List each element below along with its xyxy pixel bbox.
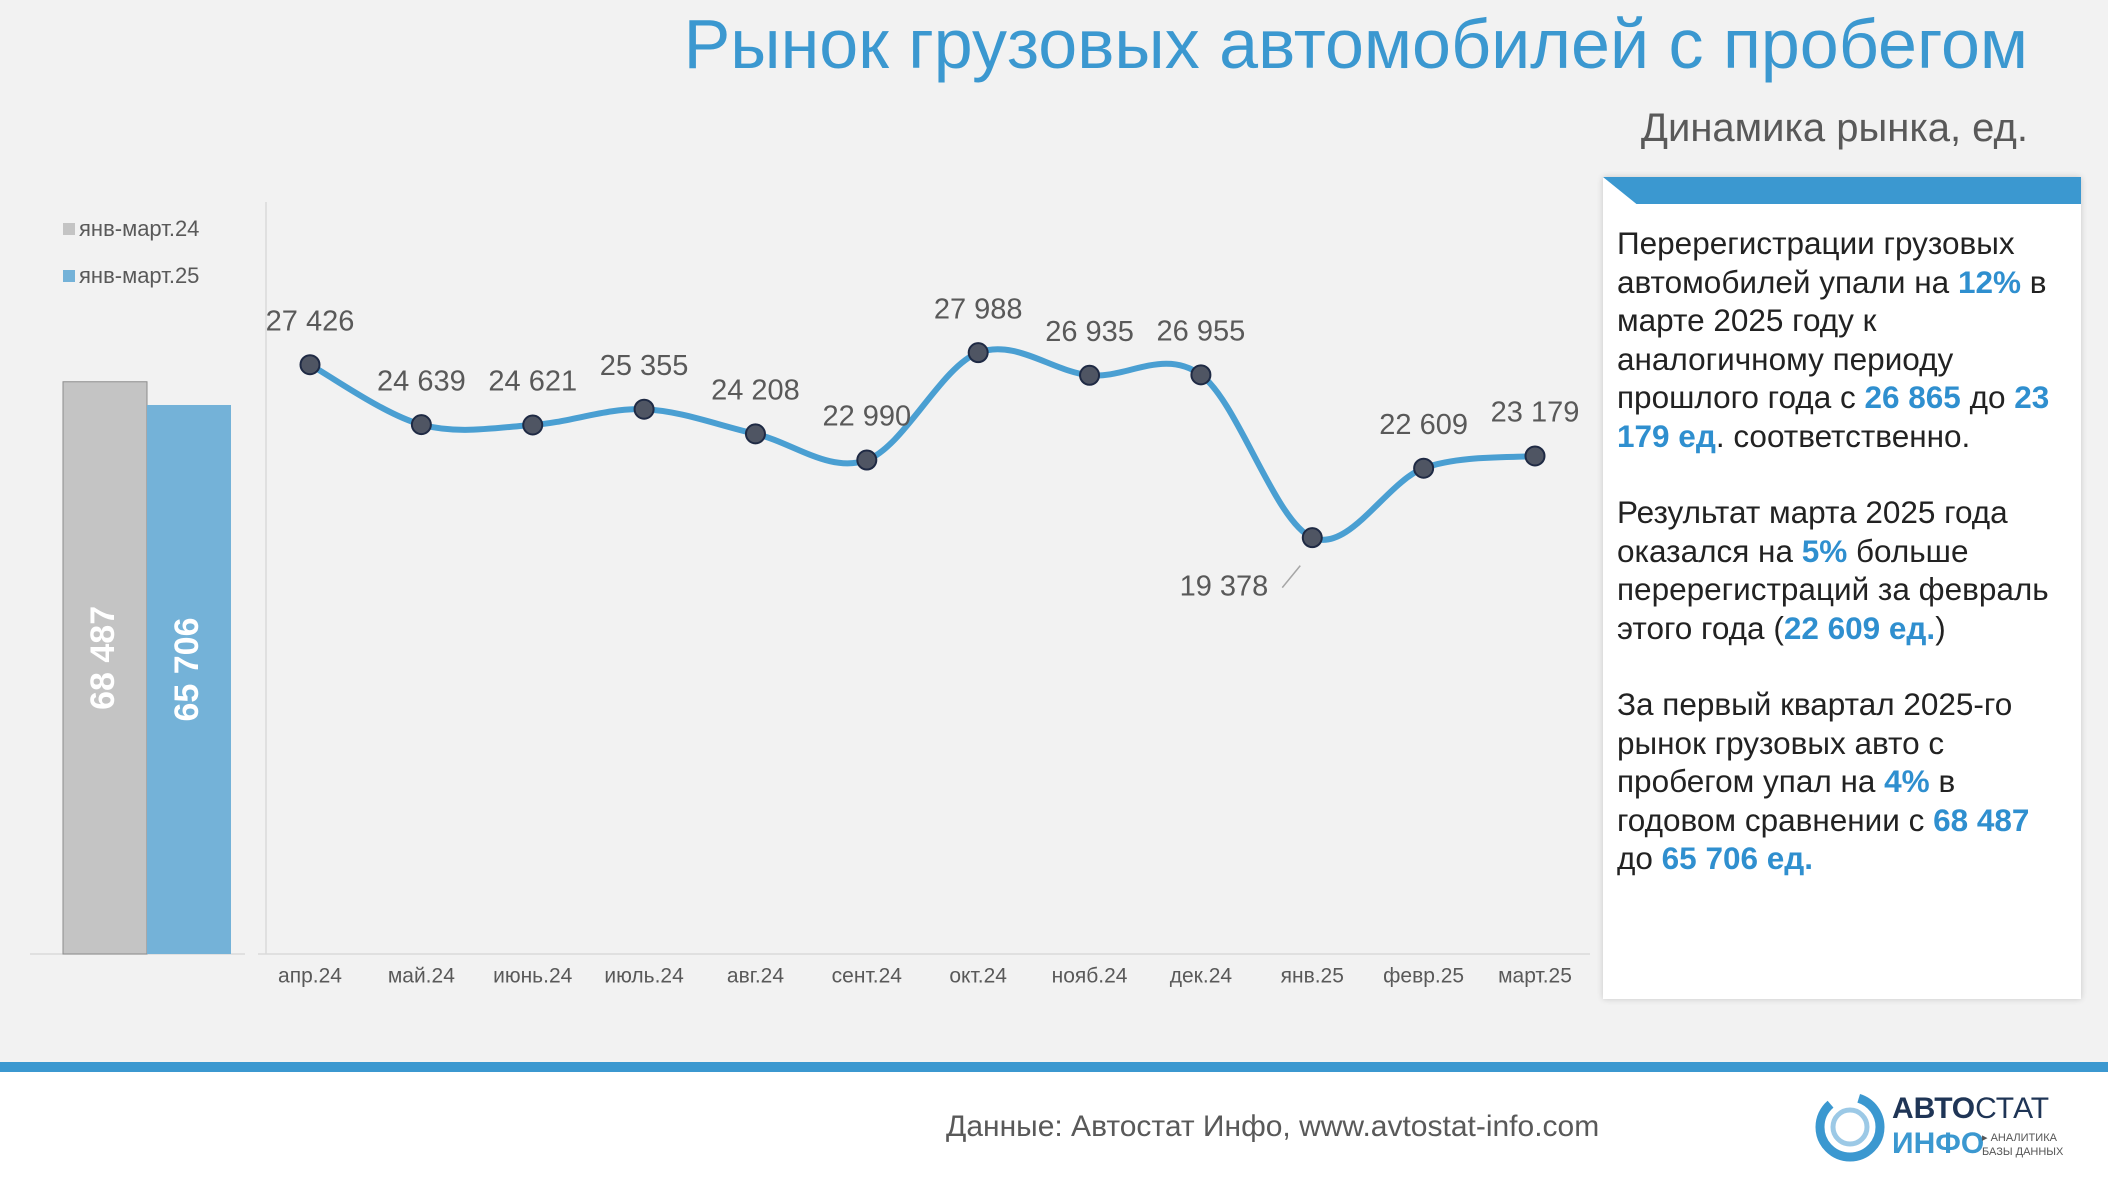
data-label: 24 208	[711, 375, 800, 407]
highlight-text: 22 609 ед.	[1783, 609, 1936, 646]
marker	[410, 414, 432, 436]
leader-line	[1281, 565, 1301, 589]
footer-band	[0, 1062, 2108, 1072]
logo: АВТОСТАТ ИНФО ▸ АНАЛИТИКА БАЗЫ ДАННЫХ	[1815, 1092, 2064, 1162]
title: Рынок грузовых автомобилей с пробегом	[683, 5, 2028, 83]
source: Данные: Автостат Инфо, www.avtostat-info…	[946, 1110, 1600, 1143]
data-label: 19 378	[1180, 570, 1269, 602]
text: . соответственно.	[1715, 417, 1971, 454]
marker	[1413, 457, 1435, 479]
bar	[147, 404, 231, 954]
text-box-body: Перерегистрации грузовых автомобилей упа…	[1603, 204, 2081, 878]
bar	[62, 381, 148, 955]
x-tick-label: февр.25	[1383, 965, 1464, 988]
x-tick-label: дек.24	[1170, 965, 1233, 988]
data-label: 26 935	[1045, 316, 1134, 348]
bar-value-label: 68 487	[84, 606, 122, 710]
x-tick-label: июль.24	[604, 965, 684, 988]
highlight-text: 68 487	[1933, 801, 2030, 838]
paragraph: Результат марта 2025 года оказался на 5%…	[1617, 493, 2067, 647]
subtitle: Динамика рынка, ед.	[1640, 106, 2028, 150]
highlight-text: 5%	[1801, 532, 1848, 569]
marker	[1079, 364, 1101, 386]
x-tick-label: апр.24	[278, 965, 342, 988]
legend-swatch	[63, 270, 75, 282]
x-tick-label: авг.24	[727, 965, 784, 988]
text-box-band	[1603, 177, 2081, 204]
x-tick-label: июнь.24	[493, 965, 573, 988]
text: в годовом сравнении с	[1617, 763, 1956, 838]
paragraph: За первый квартал 2025-го рынок грузовых…	[1617, 685, 2067, 878]
logo-mark	[1815, 1092, 1885, 1162]
x-tick-label: нояб.24	[1052, 965, 1128, 988]
text-box: Перерегистрации грузовых автомобилей упа…	[1603, 177, 2081, 999]
highlight-text: 23 179 ед	[1617, 379, 2050, 454]
marker	[1524, 445, 1546, 467]
logo-tagline: ▸ АНАЛИТИКА	[1982, 1132, 2058, 1144]
data-label: 22 990	[822, 401, 911, 433]
marker	[744, 423, 766, 445]
highlight-text: 4%	[1884, 763, 1930, 799]
chart: янв-март.24 68 487 янв-март.25 65 706 апр.24…	[30, 202, 1590, 988]
text: )	[1935, 609, 1946, 646]
marker	[1301, 527, 1323, 549]
highlight-text: 65 706 ед.	[1661, 840, 1814, 876]
paragraph: Перерегистрации грузовых автомобилей упа…	[1617, 224, 2067, 455]
legend-label: янв-март.25	[79, 263, 199, 288]
highlight-text: 12%	[1957, 263, 2021, 300]
marker	[1190, 364, 1212, 386]
marker	[299, 354, 321, 376]
bar-value-label: 65 706	[168, 617, 206, 721]
data-label: 22 609	[1379, 409, 1468, 441]
text: Результат марта 2025 года оказался на	[1617, 494, 2008, 569]
logo-text: ИНФО	[1892, 1127, 1984, 1160]
text: Перерегистрации грузовых автомобилей упа…	[1617, 225, 2015, 300]
logo-text: АВТОСТАТ	[1892, 1092, 2049, 1125]
x-tick-label: окт.24	[949, 965, 1007, 988]
x-tick-label: март.25	[1498, 965, 1572, 988]
data-label: 23 179	[1491, 397, 1580, 429]
marker	[967, 342, 989, 364]
text: За первый квартал 2025-го рынок грузовых…	[1617, 686, 2013, 799]
data-label: 24 621	[488, 366, 577, 398]
data-label: 26 955	[1157, 316, 1246, 348]
highlight-text: 26 865	[1864, 379, 1961, 415]
logo-tagline: БАЗЫ ДАННЫХ	[1982, 1146, 2064, 1158]
legend-swatch	[63, 223, 75, 235]
data-label: 25 355	[600, 350, 689, 382]
marker	[633, 398, 655, 420]
text: до	[1960, 379, 2015, 415]
data-label: 27 988	[934, 293, 1023, 325]
logo-mark	[1830, 1107, 1870, 1147]
x-tick-label: май.24	[388, 965, 455, 988]
marker	[522, 414, 544, 436]
data-label: 24 639	[377, 365, 466, 397]
text: до	[1617, 840, 1662, 876]
data-label: 27 426	[266, 305, 355, 337]
legend-label: янв-март.24	[79, 216, 199, 241]
x-tick-label: янв.25	[1281, 965, 1344, 988]
marker	[856, 449, 878, 471]
text: больше перерегистраций за февраль этого …	[1617, 532, 2049, 646]
text: в марте 2025 году к аналогичному периоду…	[1617, 263, 2047, 416]
x-tick-label: сент.24	[832, 965, 903, 988]
